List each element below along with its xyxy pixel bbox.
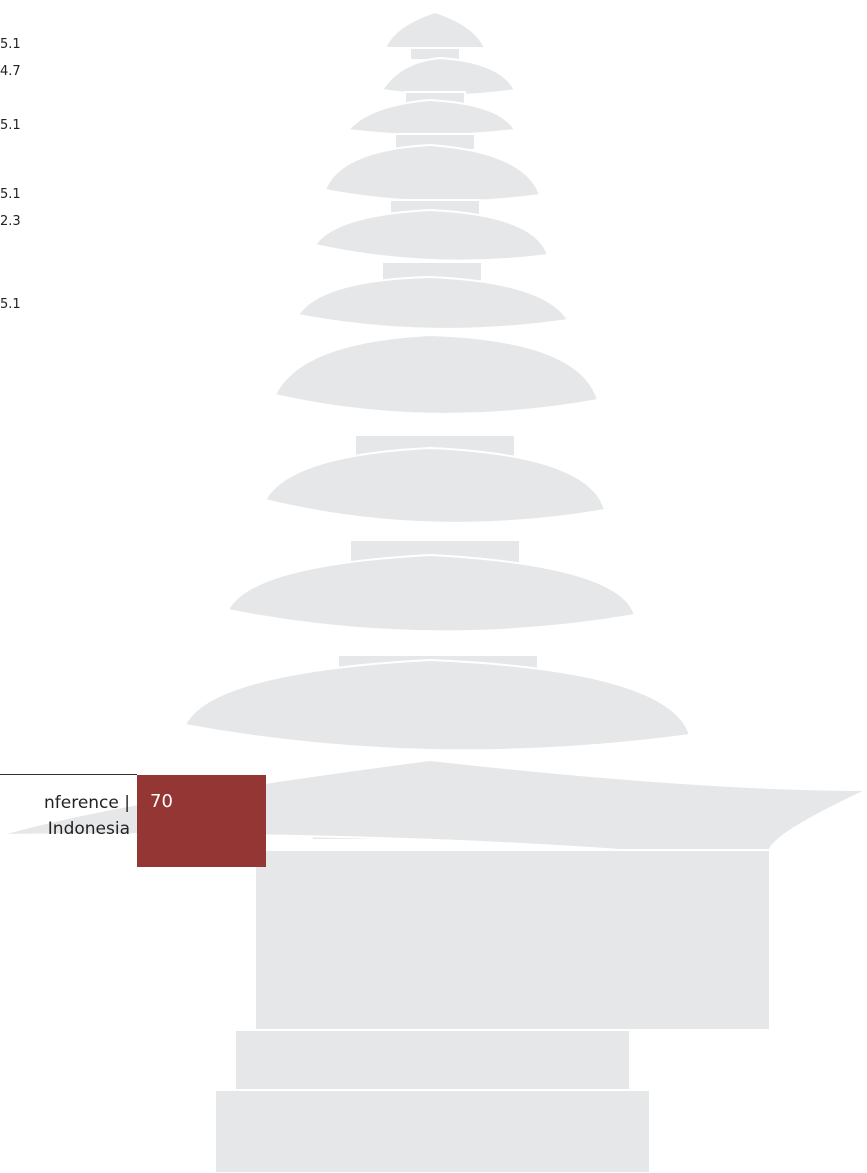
table-value: 5.1 <box>0 187 21 203</box>
pagoda-watermark <box>0 0 867 1173</box>
table-value: 2.3 <box>0 214 21 230</box>
table-value: 5.1 <box>0 297 21 313</box>
table-value: 4.7 <box>0 64 21 80</box>
footer-text: Indonesia <box>48 818 130 840</box>
page-number: 70 <box>150 791 173 812</box>
footer-rule <box>0 774 137 775</box>
page: 5.1 4.7 5.1 5.1 2.3 5.1 nference | Indon… <box>0 0 867 1173</box>
page-number-box: 70 <box>137 775 266 867</box>
footer-text: nference | <box>44 792 130 814</box>
table-value: 5.1 <box>0 37 21 53</box>
table-value: 5.1 <box>0 118 21 134</box>
